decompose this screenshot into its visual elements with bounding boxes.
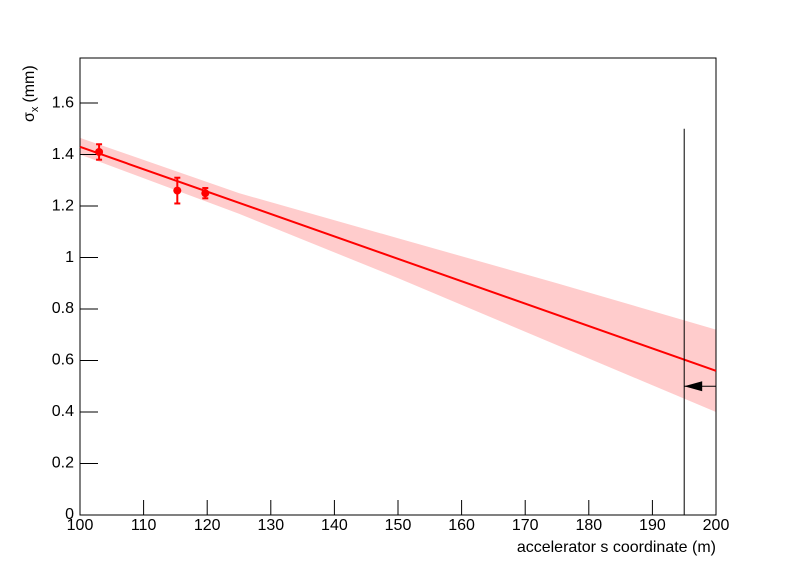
data-point [201, 189, 210, 198]
y-tick-label: 1 [65, 249, 74, 266]
y-tick-label: 1.2 [52, 197, 74, 214]
confidence-band [80, 137, 716, 413]
x-tick-label: 170 [512, 517, 539, 534]
x-axis-label: accelerator s coordinate (m) [517, 539, 716, 556]
data-point [173, 186, 182, 195]
y-tick-label: 0.4 [52, 403, 74, 420]
x-tick-label: 140 [321, 517, 348, 534]
x-tick-label: 180 [575, 517, 602, 534]
x-tick-label: 160 [448, 517, 475, 534]
y-label-unit: (mm) [21, 65, 38, 102]
x-tick-label: 130 [257, 517, 284, 534]
y-tick-label: 0 [65, 506, 74, 523]
data-point [95, 147, 104, 156]
x-tick-label: 200 [703, 517, 730, 534]
y-axis-label: σx (mm) [21, 65, 41, 122]
x-tick-label: 110 [131, 517, 157, 534]
x-tick-label: 100 [67, 517, 94, 534]
y-tick-label: 0.6 [52, 352, 74, 369]
y-tick-label: 1.4 [52, 146, 74, 163]
y-label-subscript: x [29, 106, 41, 112]
fit-line [79, 145, 717, 372]
arrow-head [684, 381, 703, 392]
y-label-symbol: σ [21, 112, 38, 122]
x-tick-label: 190 [639, 517, 666, 534]
x-tick-label: 120 [194, 517, 221, 534]
y-tick-label: 0.8 [52, 300, 74, 317]
y-tick-label: 0.2 [52, 455, 74, 472]
x-tick-label: 150 [385, 517, 412, 534]
y-tick-label: 1.6 [52, 94, 74, 111]
